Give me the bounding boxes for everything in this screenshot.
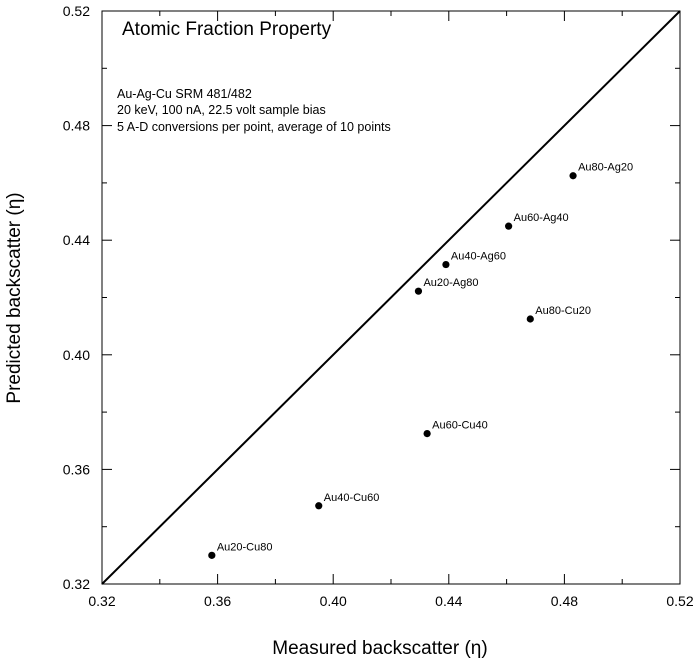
data-point [526, 315, 534, 323]
y-tick-label: 0.48 [63, 118, 90, 134]
y-axis-title: Predicted backscatter (η) [4, 192, 25, 403]
point-label: Au40-Ag60 [451, 251, 506, 263]
point-label: Au60-Ag40 [514, 212, 569, 224]
x-tick-label: 0.36 [204, 593, 231, 609]
note-line-1: Au-Ag-Cu SRM 481/482 [117, 87, 252, 101]
note-line-2: 20 keV, 100 nA, 22.5 volt sample bias [117, 103, 326, 117]
x-tick-label: 0.32 [88, 593, 115, 609]
point-label: Au20-Ag80 [423, 277, 478, 289]
y-tick-label: 0.44 [63, 232, 90, 248]
data-point [315, 502, 323, 510]
x-tick-label: 0.44 [435, 593, 462, 609]
y-tick-label: 0.36 [63, 461, 90, 477]
data-point [423, 429, 431, 438]
point-label: Au80-Ag20 [578, 162, 633, 174]
data-point [505, 222, 513, 230]
point-label: Au40-Cu60 [324, 492, 380, 504]
point-label: Au60-Cu40 [432, 420, 488, 432]
data-point [208, 551, 216, 559]
x-tick-label: 0.40 [320, 593, 347, 609]
data-point [442, 260, 450, 269]
y-tick-label: 0.32 [63, 576, 90, 592]
data-point [569, 172, 577, 180]
y-tick-label: 0.40 [63, 347, 90, 363]
data-point [414, 287, 423, 295]
note-line-3: 5 A-D conversions per point, average of … [117, 120, 391, 134]
y-tick-label: 0.52 [63, 3, 90, 19]
x-tick-label: 0.48 [551, 593, 578, 609]
point-label: Au20-Cu80 [217, 541, 273, 553]
x-axis-title: Measured backscatter (η) [272, 638, 487, 659]
point-label: Au80-Cu20 [535, 305, 591, 317]
chart-title: Atomic Fraction Property [122, 19, 332, 40]
identity-line [101, 10, 681, 585]
x-tick-label: 0.52 [666, 593, 693, 609]
